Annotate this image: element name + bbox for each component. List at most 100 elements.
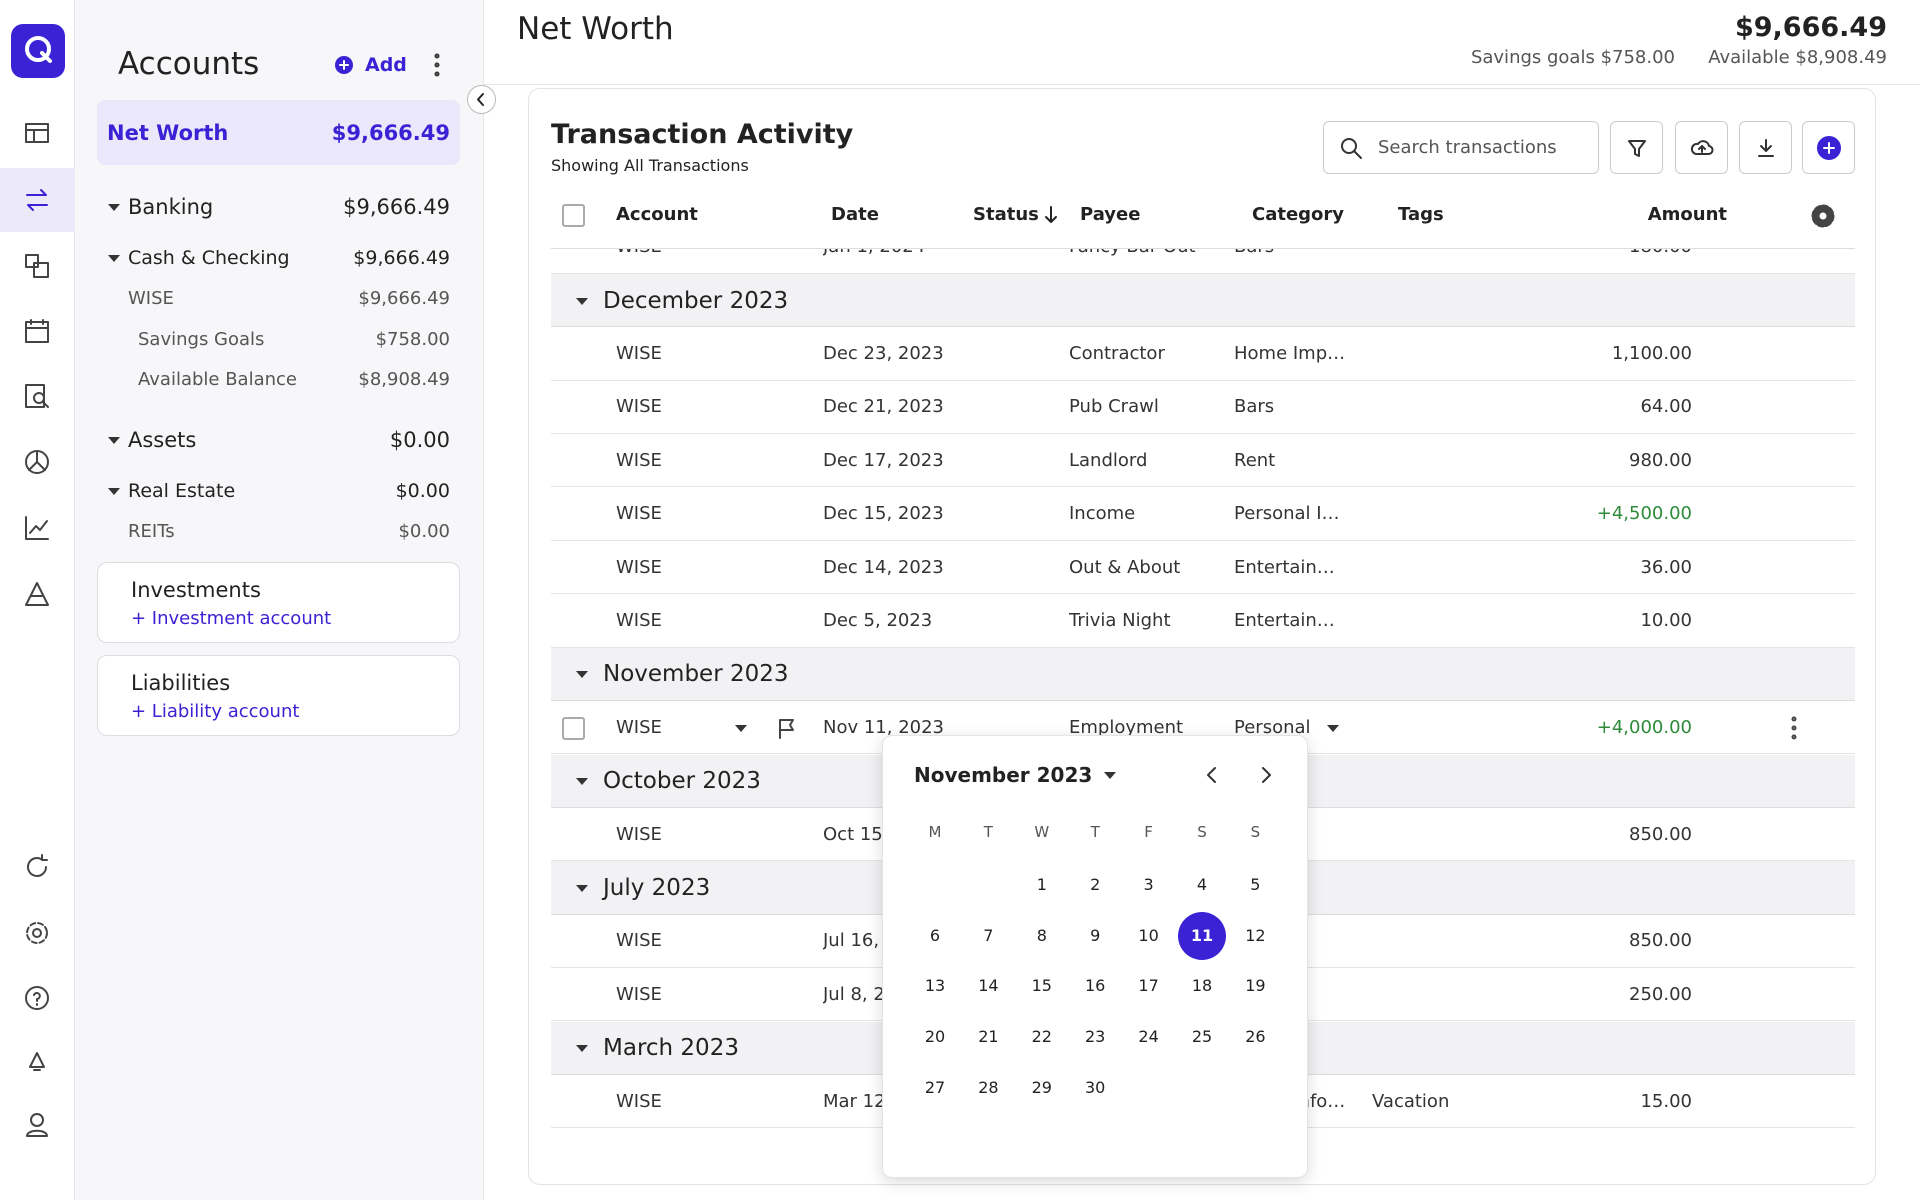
day[interactable]: 15 xyxy=(1031,976,1052,996)
day[interactable]: 9 xyxy=(1090,925,1101,945)
cell-date: Dec 15, 2023 xyxy=(823,503,944,525)
nav-planning[interactable] xyxy=(24,581,50,607)
column-header[interactable]: Payee xyxy=(1080,204,1141,225)
weekday-label: S xyxy=(1197,823,1207,841)
group-name[interactable]: Assets xyxy=(128,427,197,452)
day[interactable]: 13 xyxy=(924,976,946,996)
cell-payee: Trivia Night xyxy=(1069,609,1171,631)
filter-button[interactable] xyxy=(1610,121,1663,174)
transaction-row[interactable]: WISE Dec 15, 2023 Income Personal I… +4,500.… xyxy=(551,487,1855,541)
account-type-card: Investments + Investment account xyxy=(97,562,460,643)
day[interactable]: 18 xyxy=(1191,976,1213,996)
transaction-row[interactable]: WISE Dec 23, 2023 Contractor Home Imp… 1,100… xyxy=(551,327,1855,381)
transaction-row[interactable]: WISE Dec 21, 2023 Pub Crawl Bars 64.00 xyxy=(551,380,1855,435)
subgroup-name[interactable]: Cash & Checking xyxy=(128,247,290,269)
next-month[interactable] xyxy=(1254,763,1278,787)
month-group-header[interactable]: December 2023 xyxy=(551,273,1855,328)
group-name[interactable]: Banking xyxy=(128,195,214,219)
day[interactable]: 22 xyxy=(1031,1027,1052,1047)
net-worth-label: Net Worth xyxy=(107,121,229,145)
day[interactable]: 21 xyxy=(978,1027,999,1047)
download-button[interactable] xyxy=(1739,121,1792,174)
cell-amount: +4,000.00 xyxy=(1596,716,1692,738)
day[interactable]: 17 xyxy=(1138,976,1159,996)
day[interactable]: 25 xyxy=(1191,1027,1213,1047)
day[interactable]: 8 xyxy=(1036,925,1047,945)
nav-dashboard[interactable] xyxy=(24,120,50,146)
account-name[interactable]: REITs xyxy=(128,520,175,542)
day[interactable]: 28 xyxy=(978,1077,999,1097)
logo[interactable] xyxy=(11,24,65,78)
transaction-row[interactable]: WISE Dec 14, 2023 Out & About Entertain… 36.… xyxy=(551,540,1855,595)
card-link[interactable]: + Liability account xyxy=(131,701,300,722)
account-detail-name[interactable]: Available Balance xyxy=(138,369,297,390)
day[interactable]: 12 xyxy=(1245,925,1266,945)
account-name[interactable]: WISE xyxy=(128,288,174,309)
icon xyxy=(1690,140,1714,155)
nav-notifications[interactable] xyxy=(24,1049,50,1075)
nav-transactions[interactable] xyxy=(24,187,50,213)
add-transaction-button[interactable] xyxy=(1802,121,1855,174)
day[interactable]: 4 xyxy=(1196,875,1208,894)
nav-budget[interactable] xyxy=(24,449,50,475)
picker-month[interactable]: November 2023 xyxy=(914,763,1093,787)
account-value: $0.00 xyxy=(398,520,450,542)
add-icon[interactable] xyxy=(335,56,353,74)
day[interactable]: 23 xyxy=(1085,1027,1106,1047)
day[interactable]: 16 xyxy=(1085,976,1106,996)
search-box[interactable]: Search transactions xyxy=(1323,121,1599,174)
checkbox[interactable] xyxy=(562,204,585,227)
day[interactable]: 30 xyxy=(1085,1077,1106,1097)
nav-accounts[interactable] xyxy=(24,253,50,279)
column-header[interactable]: Amount xyxy=(1647,204,1727,225)
checkbox[interactable] xyxy=(562,716,585,740)
card-link[interactable]: + Investment account xyxy=(131,608,332,629)
nav-refresh[interactable] xyxy=(24,854,50,880)
nav-trends[interactable] xyxy=(24,515,50,541)
add-button[interactable]: Add xyxy=(365,54,407,76)
day[interactable]: 5 xyxy=(1250,875,1261,894)
prev-month[interactable] xyxy=(1200,763,1224,787)
day[interactable]: 29 xyxy=(1031,1077,1052,1097)
subgroup-name[interactable]: Real Estate xyxy=(128,479,236,502)
net-worth-item[interactable]: Net Worth $9,666.49 xyxy=(97,100,460,165)
column-header[interactable]: Tags xyxy=(1398,204,1444,225)
day[interactable]: 26 xyxy=(1245,1027,1266,1047)
collapse-button[interactable] xyxy=(467,85,496,114)
day[interactable]: 7 xyxy=(983,925,994,945)
day[interactable]: 20 xyxy=(924,1027,946,1047)
transaction-row[interactable]: WISE Dec 17, 2023 Landlord Rent 980.00 xyxy=(551,434,1855,488)
nav-profile[interactable] xyxy=(24,1112,50,1138)
nav-reports[interactable] xyxy=(24,383,50,409)
day[interactable]: 24 xyxy=(1138,1027,1159,1047)
day[interactable]: 2 xyxy=(1090,875,1101,894)
transactions-card: Transaction Activity Showing All Transact… xyxy=(528,88,1876,1185)
day[interactable]: 3 xyxy=(1143,875,1154,894)
flag-icon[interactable] xyxy=(776,717,798,739)
transaction-row[interactable]: WISE Jan 1, 2024 Fancy Bar Out Bars 180.00 xyxy=(551,249,1855,274)
column-header[interactable]: Category xyxy=(1252,204,1345,225)
nav-help[interactable] xyxy=(24,985,50,1011)
nav-calendar[interactable] xyxy=(24,318,50,344)
column-header[interactable]: Account xyxy=(616,204,698,225)
day[interactable]: 1 xyxy=(1036,875,1047,894)
transaction-row[interactable]: WISE Dec 5, 2023 Trivia Night Entertain… 10.… xyxy=(551,594,1855,648)
day[interactable]: 19 xyxy=(1245,976,1266,996)
day[interactable]: 10 xyxy=(1138,925,1159,945)
import-button[interactable] xyxy=(1675,121,1728,174)
column-header[interactable]: Status xyxy=(973,204,1039,225)
day[interactable]: 14 xyxy=(978,976,999,996)
month-group-header[interactable]: November 2023 xyxy=(551,647,1855,702)
column-settings[interactable] xyxy=(1809,202,1837,230)
column-header[interactable]: Date xyxy=(831,204,879,225)
cell-account: WISE xyxy=(616,609,662,631)
nav-settings[interactable] xyxy=(24,920,50,946)
day[interactable]: 11 xyxy=(1190,925,1214,945)
account-detail-name[interactable]: Savings Goals xyxy=(138,328,265,350)
kebab-menu[interactable] xyxy=(433,52,441,78)
day[interactable]: 6 xyxy=(929,925,941,945)
day[interactable]: 27 xyxy=(924,1077,946,1097)
row-menu[interactable] xyxy=(1790,715,1798,741)
available: Available $8,908.49 xyxy=(1708,47,1887,68)
cell-category: Home Imp… xyxy=(1234,342,1346,364)
